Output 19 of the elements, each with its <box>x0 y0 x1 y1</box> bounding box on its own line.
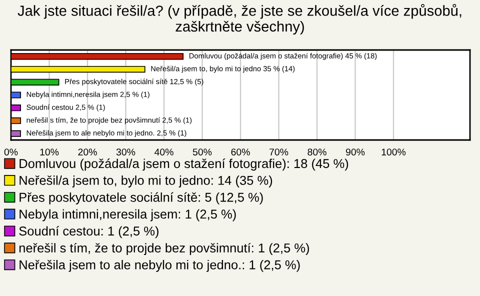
x-tick-label: 20% <box>78 148 97 156</box>
x-tick-label: 30% <box>116 148 136 156</box>
x-tick-label: 10% <box>40 148 59 156</box>
legend-label: Neřešila jsem to ale nebylo mi to jedno.: 1 (2,5 %) <box>20 260 300 272</box>
x-tick-label: 40% <box>154 148 174 156</box>
x-tick-label: 60% <box>231 148 250 156</box>
x-tick-label: 50% <box>192 148 212 156</box>
chart-title: Jak jste situaci řešil/a? (v případě, že jste se zkoušel/a více způsobů, zaškrtněte všechny) <box>18 4 462 35</box>
legend-label: Soudní cestou: 1 (2,5 %) <box>19 226 158 238</box>
x-tick-label: 0% <box>4 148 18 156</box>
legend-label: Nebyla intimni,neresila jsem: 1 (2,5 %) <box>20 209 236 222</box>
legend-label: Domluvou (požádal/a jsem o stažení fotografie): 18 (45 %) <box>20 158 348 171</box>
x-tick-label: 100% <box>382 148 406 156</box>
legend-label: Neřešil/a jsem to, bylo mi to jedno: 14 (35 %) <box>20 176 272 188</box>
x-tick-label: 80% <box>308 148 326 156</box>
legend-label: neřešil s tím, že to projde bez povšimnutí: 1 (2,5 %) <box>19 242 309 256</box>
x-tick-label: 90% <box>346 148 365 156</box>
legend-label: Přes poskytovatele sociální sítě: 5 (12,5 %) <box>20 192 263 204</box>
x-tick-label: 70% <box>270 148 288 156</box>
